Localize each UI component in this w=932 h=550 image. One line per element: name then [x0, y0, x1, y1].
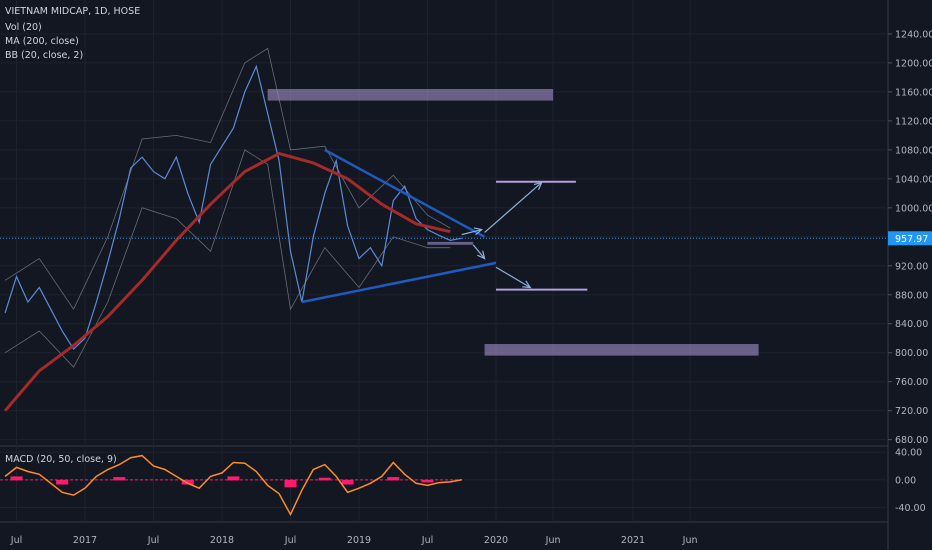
projection-arrow: [472, 244, 486, 259]
price-pane-bg: [0, 0, 888, 444]
y-tick-label: 920.00: [895, 261, 928, 272]
legend-vol[interactable]: Vol (20): [5, 22, 42, 33]
projection-arrow: [461, 228, 482, 236]
arrow-head: [522, 280, 532, 289]
bb-lower-band: [4, 149, 451, 368]
macd-histogram-bar: [421, 479, 434, 483]
y-tick-label: 880.00: [895, 290, 928, 301]
triangle-upper-trendline: [324, 148, 486, 238]
y-tick-label: 1160.00: [895, 87, 932, 98]
support-resistance-zone: [267, 89, 554, 101]
y-tick-label: 1200.00: [895, 58, 932, 69]
y-tick-label: 1000.00: [895, 203, 932, 214]
y-tick-label: 840.00: [895, 319, 928, 330]
projection-arrow: [495, 266, 531, 289]
zone-layer: [267, 89, 759, 356]
y-tick-label: 1240.00: [895, 29, 932, 40]
y-tick-label: 800.00: [895, 348, 928, 359]
support-resistance-zone: [484, 344, 759, 356]
x-tick-label: Jul: [421, 535, 433, 546]
ma200-line: [3, 151, 451, 412]
macd-histogram-bar: [181, 479, 194, 485]
macd-layer: [0, 454, 462, 517]
x-tick-label: Jul: [147, 535, 159, 546]
x-tick-label: 2021: [621, 535, 645, 546]
last-price-label: 957.97: [895, 234, 928, 245]
x-tick-label: Jul: [284, 535, 296, 546]
macd-y-tick-label: 40.00: [895, 448, 922, 459]
macd-histogram-bar: [387, 477, 400, 481]
x-tick-label: 2019: [347, 535, 371, 546]
triangle-lower-trendline: [301, 261, 497, 304]
x-tick-label: Jun: [682, 535, 698, 546]
grid: [0, 0, 889, 550]
support-resistance-zone: [427, 241, 474, 245]
x-tick-label: Jun: [545, 535, 561, 546]
macd-y-tick-label: -40.00: [895, 503, 926, 514]
last-price-label-bg: [888, 231, 932, 246]
y-tick-label: 720.00: [895, 406, 928, 417]
price-series-layer: [0, 47, 888, 412]
macd-histogram-bar: [227, 476, 240, 481]
y-tick-label: 680.00: [895, 435, 928, 446]
y-tick-label: 1080.00: [895, 145, 932, 156]
bb-upper-band: [4, 47, 451, 311]
y-tick-label: 1040.00: [895, 174, 932, 185]
y-tick-label: 1120.00: [895, 116, 932, 127]
x-tick-label: Jul: [10, 535, 22, 546]
drawings-layer: [301, 148, 588, 304]
axes-layer: 680.00 720.00 760.00 800.00 840.00 880.00 920.…: [10, 29, 932, 546]
legend-macd[interactable]: MACD (20, 50, close, 9): [5, 454, 117, 465]
macd-histogram-bar: [284, 479, 297, 488]
macd-histogram-bar: [56, 479, 69, 485]
legend-ma[interactable]: MA (200, close): [5, 36, 79, 47]
arrow-head: [473, 227, 484, 236]
arrow-head: [533, 181, 543, 191]
macd-histogram-bar: [341, 479, 354, 485]
y-tick-label: 760.00: [895, 377, 928, 388]
x-tick-label: 2020: [484, 535, 508, 546]
macd-histogram-bar: [318, 477, 331, 481]
macd-histogram-bar: [10, 476, 23, 481]
x-tick-label: 2018: [210, 535, 234, 546]
x-tick-label: 2017: [73, 535, 97, 546]
macd-y-tick-label: 0.00: [895, 475, 916, 486]
projection-arrow: [484, 182, 543, 233]
symbol-title[interactable]: VIETNAM MIDCAP, 1D, HOSE: [5, 6, 141, 17]
legend-bb[interactable]: BB (20, close, 2): [5, 50, 84, 61]
macd-line: [4, 454, 462, 517]
price-line: [4, 64, 462, 351]
macd-histogram-bar: [113, 477, 126, 481]
arrow-head: [477, 250, 486, 260]
